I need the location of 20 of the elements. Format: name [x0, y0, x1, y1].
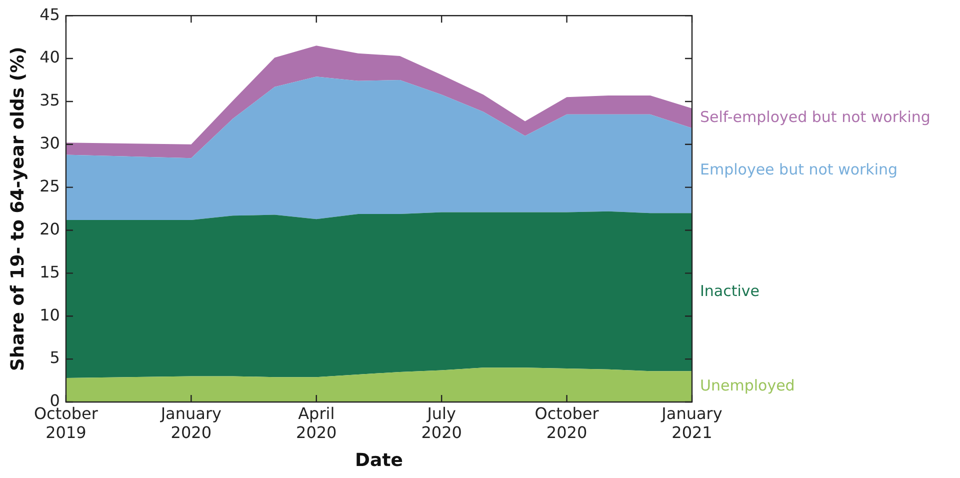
x-tick-label: April 2020	[296, 404, 337, 442]
x-tick-label: January 2021	[660, 404, 722, 442]
series-label: Employee but not working	[700, 160, 898, 178]
y-tick-label: 15	[40, 262, 60, 282]
y-axis-title: Share of 19- to 64-year olds (%)	[7, 46, 28, 372]
y-tick-label: 30	[40, 134, 60, 153]
x-tick-label: January 2020	[160, 404, 222, 442]
x-tick-label: October 2020	[534, 404, 600, 442]
y-tick-label: 20	[40, 219, 60, 238]
y-tick-label: 10	[40, 305, 60, 324]
y-tick-label: 25	[40, 176, 60, 196]
y-tick-label: 40	[40, 48, 60, 67]
y-tick-label: 45	[40, 4, 60, 24]
y-tick-label: 35	[40, 90, 60, 110]
series-label: Inactive	[700, 282, 760, 300]
x-axis-title: Date	[355, 450, 403, 471]
series-label: Unemployed	[700, 376, 795, 394]
y-tick-label: 5	[50, 348, 60, 368]
series-label: Self-employed but not working	[700, 108, 930, 126]
x-tick-label: July 2020	[421, 404, 462, 442]
